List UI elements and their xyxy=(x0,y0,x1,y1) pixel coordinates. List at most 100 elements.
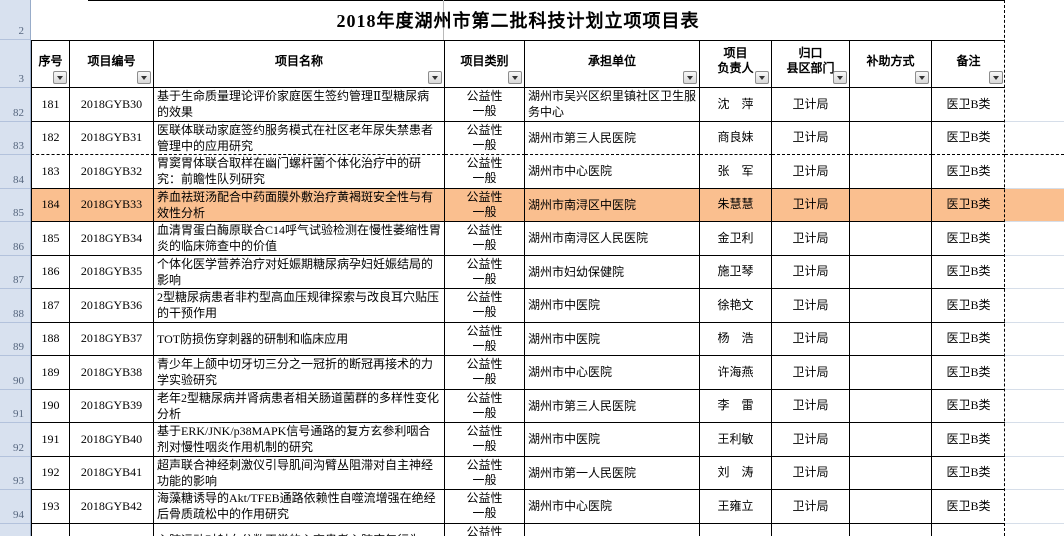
cell-remark[interactable]: 医卫B类 xyxy=(932,122,1005,155)
cell-name[interactable]: 海藻糖诱导的Akt/TFEB通路依赖性自噬流增强在绝经后骨质疏松中的作用研究 xyxy=(154,490,445,524)
cell-subsidy[interactable] xyxy=(850,322,932,356)
cell-unit[interactable]: 湖州市第三人民医院 xyxy=(525,389,700,423)
cell-remark[interactable]: 医卫B类 xyxy=(932,356,1005,390)
cell-remark[interactable]: 医卫B类 xyxy=(932,256,1005,289)
cell-leader[interactable]: 朱慧慧 xyxy=(700,188,772,222)
cell-leader[interactable]: 徐艳文 xyxy=(700,289,772,323)
row-header[interactable]: 3 xyxy=(0,40,30,88)
cell-code[interactable]: 2018GYB33 xyxy=(70,188,154,222)
filter-dropdown-icon[interactable] xyxy=(428,71,442,84)
filter-dropdown-icon[interactable] xyxy=(755,71,769,84)
cell-remark[interactable]: 医卫B类 xyxy=(932,289,1005,323)
cell-seq[interactable]: 192 xyxy=(31,456,70,490)
cell-name[interactable]: 超声联合神经刺激仪引导肌间沟臂丛阻滞对自主神经功能的影响 xyxy=(154,456,445,490)
cell-dept[interactable]: 卫计局 xyxy=(772,155,850,189)
cell-subsidy[interactable] xyxy=(850,356,932,390)
cell-unit[interactable]: 湖州市中心医院 xyxy=(525,155,700,189)
column-header-remark[interactable]: 备注 xyxy=(932,40,1005,88)
empty-cell[interactable] xyxy=(1005,356,1064,390)
column-header-leader[interactable]: 项目 负责人 xyxy=(700,40,772,88)
cell-subsidy[interactable] xyxy=(850,389,932,423)
cell-name[interactable]: 青少年上颌中切牙切三分之一冠折的断冠再接术的力学实验研究 xyxy=(154,356,445,390)
cell-name[interactable]: 老年2型糖尿病并肾病患者相关肠道菌群的多样性变化分析 xyxy=(154,389,445,423)
cell-category[interactable]: 公益性 一般 xyxy=(445,121,525,155)
cell-subsidy[interactable] xyxy=(850,255,932,289)
column-header-seq[interactable]: 序号 xyxy=(31,40,70,88)
row-header[interactable]: 87 xyxy=(0,255,30,289)
cell-category[interactable]: 公益性 一般 xyxy=(445,456,525,490)
cell-subsidy[interactable] xyxy=(850,456,932,490)
cell-dept[interactable]: 卫计局 xyxy=(772,322,850,356)
cell-remark[interactable]: 医卫B类 xyxy=(932,222,1005,256)
cell-leader[interactable]: 刘 涛 xyxy=(700,456,772,490)
row-header[interactable]: 89 xyxy=(0,322,30,356)
filter-dropdown-icon[interactable] xyxy=(989,71,1003,84)
cell-category[interactable]: 公益性 一般 xyxy=(445,523,525,536)
cell-subsidy[interactable] xyxy=(850,490,932,524)
cell-leader[interactable]: 沈 萍 xyxy=(700,88,772,122)
cell-subsidy[interactable] xyxy=(850,423,932,457)
row-header[interactable]: 86 xyxy=(0,222,30,256)
cell-unit[interactable]: 湖州市南浔区人民医院 xyxy=(525,222,700,256)
row-header[interactable]: 91 xyxy=(0,389,30,423)
cell-leader[interactable]: 王雍立 xyxy=(700,490,772,524)
cell-remark[interactable]: 医卫B类 xyxy=(932,323,1005,356)
cell-code[interactable]: 2018GYB42 xyxy=(70,490,154,524)
cell-seq[interactable]: 190 xyxy=(31,389,70,423)
cell-leader[interactable]: 张 军 xyxy=(700,155,772,189)
cell-unit[interactable]: 湖州市中医院 xyxy=(525,423,700,457)
cell-unit[interactable]: 湖州市第一人民医院 xyxy=(525,456,700,490)
cell-leader[interactable] xyxy=(700,523,772,536)
cell-name[interactable]: 血清胃蛋白酶原联合C14呼气试验检测在慢性萎缩性胃炎的临床筛查中的价值 xyxy=(154,222,445,256)
cell-subsidy[interactable] xyxy=(850,289,932,323)
cell-unit[interactable]: 湖州市中心医院 xyxy=(525,490,700,524)
cell-unit[interactable]: 湖州市中心医院 xyxy=(525,356,700,390)
cell-category[interactable]: 公益性 一般 xyxy=(445,188,525,222)
cell-seq[interactable]: 193 xyxy=(31,490,70,524)
row-header[interactable]: 2 xyxy=(0,0,30,40)
empty-cell[interactable] xyxy=(1005,122,1064,155)
empty-cell[interactable] xyxy=(1005,457,1064,490)
row-header[interactable]: 93 xyxy=(0,456,30,490)
cell-unit[interactable]: 湖州市南浔区中医院 xyxy=(525,188,700,222)
cell-category[interactable]: 公益性 一般 xyxy=(445,389,525,423)
cell-dept[interactable]: 卫计局 xyxy=(772,356,850,390)
cell-category[interactable]: 公益性 一般 xyxy=(445,255,525,289)
empty-cell[interactable] xyxy=(1005,423,1064,457)
cell-category[interactable]: 公益性 一般 xyxy=(445,88,525,122)
filter-dropdown-icon[interactable] xyxy=(53,71,67,84)
cell-dept[interactable]: 卫计局 xyxy=(772,289,850,323)
cell-code[interactable]: 2018GYB40 xyxy=(70,423,154,457)
cell-unit[interactable]: 湖州市中医院 xyxy=(525,322,700,356)
cell-remark[interactable]: 医卫B类 xyxy=(932,490,1005,524)
row-header[interactable]: 83 xyxy=(0,121,30,155)
cell-seq[interactable]: 187 xyxy=(31,289,70,323)
column-header-category[interactable]: 项目类别 xyxy=(445,40,525,88)
cell-seq[interactable]: 189 xyxy=(31,356,70,390)
cell-code[interactable]: 2018GYB37 xyxy=(70,322,154,356)
cell-seq[interactable]: 182 xyxy=(31,121,70,155)
cell-code[interactable]: 2018GYB36 xyxy=(70,289,154,323)
filter-dropdown-icon[interactable] xyxy=(137,71,151,84)
cell-category[interactable]: 公益性 一般 xyxy=(445,155,525,189)
cell-category[interactable]: 公益性 一般 xyxy=(445,490,525,524)
empty-cell[interactable] xyxy=(1005,188,1064,222)
title-cell[interactable]: 2018年度湖州市第二批科技计划立项项目表 xyxy=(31,0,1005,40)
cell-code[interactable]: 2018GYB32 xyxy=(70,155,154,189)
empty-cell[interactable] xyxy=(1005,222,1064,256)
cell-code[interactable]: 2018GYB30 xyxy=(70,88,154,122)
cell-code[interactable]: 2018GYB35 xyxy=(70,255,154,289)
cell-unit[interactable]: 湖州市第三人民医院 xyxy=(525,121,700,155)
cell-remark[interactable]: 医卫B类 xyxy=(932,457,1005,490)
empty-cell[interactable] xyxy=(1005,490,1064,524)
cell-leader[interactable]: 商良妹 xyxy=(700,121,772,155)
cell-remark[interactable]: 医卫B类 xyxy=(932,390,1005,423)
row-header[interactable]: 95 xyxy=(0,523,30,536)
row-header[interactable]: 85 xyxy=(0,188,30,222)
cell-remark[interactable] xyxy=(932,524,1005,536)
cell-code[interactable]: 2018GYB38 xyxy=(70,356,154,390)
filter-dropdown-icon[interactable] xyxy=(683,71,697,84)
cell-name[interactable]: 基于生命质量理论评价家庭医生签约管理Ⅱ型糖尿病的效果 xyxy=(154,88,445,122)
cell-unit[interactable] xyxy=(525,523,700,536)
cell-name[interactable]: 基于ERK/JNK/p38MAPK信号通路的复方玄参利咽合剂对慢性咽炎作用机制的… xyxy=(154,423,445,457)
